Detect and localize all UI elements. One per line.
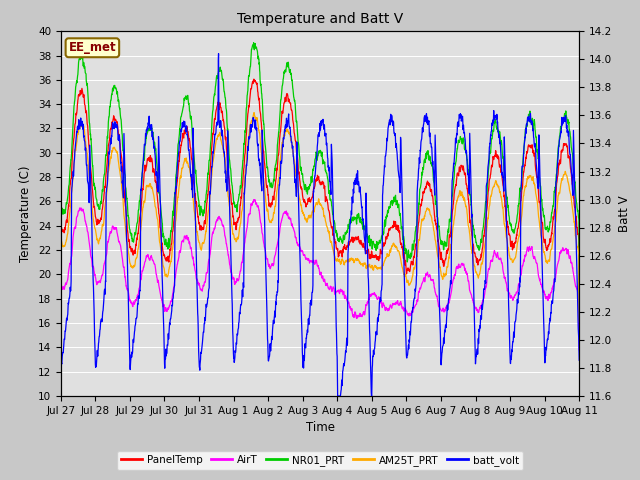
Text: Temperature and Batt V: Temperature and Batt V <box>237 12 403 26</box>
Y-axis label: Batt V: Batt V <box>618 195 631 232</box>
Text: EE_met: EE_met <box>68 41 116 54</box>
Legend: PanelTemp, AirT, NR01_PRT, AM25T_PRT, batt_volt: PanelTemp, AirT, NR01_PRT, AM25T_PRT, ba… <box>117 451 523 470</box>
X-axis label: Time: Time <box>305 421 335 434</box>
Y-axis label: Temperature (C): Temperature (C) <box>19 165 32 262</box>
